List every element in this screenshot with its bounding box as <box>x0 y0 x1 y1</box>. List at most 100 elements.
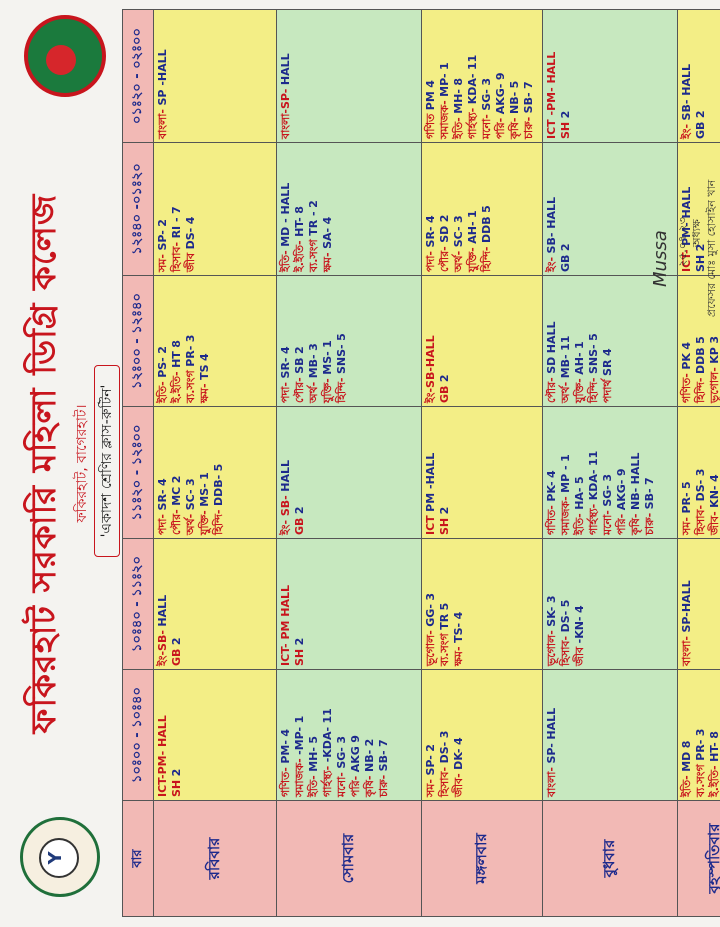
period-entry: হিন্দি- DDB 5 <box>480 146 494 272</box>
routine-row: বৃহস্পতিবার ইতি- MD 8 ব্য.সংগ PR- 3 ই.ইতি… <box>677 9 720 917</box>
teacher-code: RI - <box>170 217 183 239</box>
room-number: 11 <box>466 54 479 71</box>
teacher-code: SR- <box>424 226 437 248</box>
teacher-code: SNS- <box>335 344 348 375</box>
day-label: মঙ্গলবার <box>421 800 543 917</box>
teacher-code: GB <box>694 121 707 139</box>
period-entry: সম- PR- 5 <box>680 410 694 535</box>
period-cell: ইতি- MD 8 ব্য.সংগ PR- 3 ই.ইতি- HT- 8 ক্ষ… <box>677 669 720 801</box>
period-cell: সম- SP- 2 হিসাব- RI - 7 জীব DS- 4 <box>153 142 277 276</box>
teacher-code: HT- <box>708 742 720 762</box>
subject-label: গণিত- <box>545 505 558 535</box>
room-number: 1 <box>198 472 211 480</box>
room-number: 3 <box>335 735 348 744</box>
teacher-code: SG- <box>601 485 614 507</box>
teacher-code: -MP- <box>293 726 306 755</box>
teacher-code: SB- <box>522 92 535 114</box>
room-number: 3 <box>307 343 320 351</box>
room-number: 2 <box>363 738 376 747</box>
room-number: 4 <box>321 216 334 225</box>
period-cell: ICT PM -HALL SH 2 <box>421 406 543 539</box>
teacher-code: AH- <box>466 221 479 244</box>
room-number: 2 <box>559 243 572 252</box>
room-number: 1 <box>321 340 334 348</box>
subject-label: চারু- <box>522 116 535 139</box>
period-entry: গণিত- PK 4 <box>680 279 694 403</box>
teacher-code: MD - HALL <box>279 182 292 247</box>
room-number: 2 <box>424 744 437 752</box>
subject-label: সমাজক- <box>438 100 451 139</box>
room-number: 11 <box>321 708 334 724</box>
teacher-code: 2 <box>293 506 306 515</box>
room-number: 2 <box>438 214 451 223</box>
room-number: 4 <box>601 348 614 357</box>
subject-label: ব্য.সংগ <box>307 239 320 272</box>
room-number: 5 <box>508 80 521 89</box>
teacher-code: 2 <box>438 506 451 515</box>
teacher-code: SP- <box>424 755 437 776</box>
subject-label: ইতি- <box>452 117 465 139</box>
subject-label: ব্য.সংগ <box>438 633 451 666</box>
period-entry: GB 2 <box>438 279 452 403</box>
column-header: ১২ঃ০০ - ১২ঃ৪০ <box>122 275 154 407</box>
period-entry: পৌর- SD HALL <box>545 279 559 403</box>
period-entry: অর্থ- MB- 3 <box>307 279 321 403</box>
subject-label: গণিত <box>424 113 437 139</box>
teacher-code: GB <box>559 254 572 272</box>
subject-label: যুক্তি- <box>198 510 211 535</box>
teacher-code: SG- <box>480 89 493 111</box>
subject-label: ভূগোল- <box>708 367 720 403</box>
subject-label: গার্হস্থ্য- <box>321 765 334 797</box>
period-entry: ইতি- MH- 8 <box>452 13 466 139</box>
teacher-code: AKG- <box>494 83 507 115</box>
subject-label: সম- <box>424 779 437 797</box>
subject-label: পৌর- <box>438 246 451 272</box>
period-entry: পদার্থ SR 4 <box>601 279 615 403</box>
teacher-code: SB <box>293 357 306 374</box>
teacher-code: AKG <box>349 746 362 773</box>
subject-label: পরি- <box>349 775 362 797</box>
room-number: 8 <box>170 340 183 348</box>
subject-label: হিসাব- <box>438 766 451 797</box>
room-number: HALL <box>629 452 642 485</box>
subject-label: হিন্দি- <box>587 377 600 403</box>
subject-label: ভূগোল- <box>424 630 437 666</box>
period-entry: সমাজক- MP- 1 <box>438 13 452 139</box>
teacher-code: SG- <box>335 747 348 769</box>
teacher-code: -KDA- <box>321 726 334 763</box>
subject-label: পদা- <box>279 381 292 403</box>
subject-label: গার্হস্থ্য- <box>587 503 600 535</box>
room-number: 3 <box>184 478 197 486</box>
teacher-code: SP -HALL <box>156 49 169 106</box>
subject-label: SH <box>293 648 306 666</box>
room-number: 3 <box>545 595 558 604</box>
subject-label: ইতি- <box>680 775 693 797</box>
period-entry: কৃষি- NB- 5 <box>508 13 522 139</box>
period-entry: বাংলা-SP- HALL <box>279 13 293 139</box>
teacher-code: HALL <box>279 460 292 492</box>
teacher-code: PM- <box>279 740 292 764</box>
period-cell: ভূগোল- SK- 3 হিসাব- DS- 5 জীব -KN- 4 <box>542 538 678 670</box>
subject-label: ইং- <box>545 256 558 272</box>
class-routine-table: বার ১০ঃ০০ - ১০ঃ৪০ ১০ঃ৪০ - ১১ঃ২০ ১১ঃ২০ - … <box>122 9 720 917</box>
period-entry: GB 2 <box>293 410 307 535</box>
room-number: 7 <box>170 206 183 214</box>
teacher-code: TR - <box>307 211 320 236</box>
subject-label: কৃষি- <box>508 117 521 139</box>
period-entry: চারু- SB- 7 <box>377 673 391 797</box>
teacher-code: HALL <box>279 53 292 86</box>
subject-label: পদা- <box>156 513 169 535</box>
period-entry: গণিত- PK- 4 <box>545 410 559 535</box>
subject-label: পদার্থ <box>601 379 614 403</box>
subject-label: ক্ষম- <box>321 252 334 272</box>
period-entry: যুক্তি- AH- 1 <box>466 146 480 272</box>
teacher-code: AKG- <box>615 479 628 511</box>
teacher-code: HT- <box>293 217 306 237</box>
teacher-code: 2 <box>438 374 451 383</box>
period-entry: জীব- DK- 4 <box>452 673 466 797</box>
room-number: 7 <box>377 739 390 747</box>
period-cell: ইতি- PS- 2 ই.ইতি- HT 8 ব্য.সংগ PR- 3 ক্ষ… <box>153 275 277 407</box>
teacher-code: TS- <box>452 622 465 643</box>
teacher-code: 2 <box>559 110 572 119</box>
